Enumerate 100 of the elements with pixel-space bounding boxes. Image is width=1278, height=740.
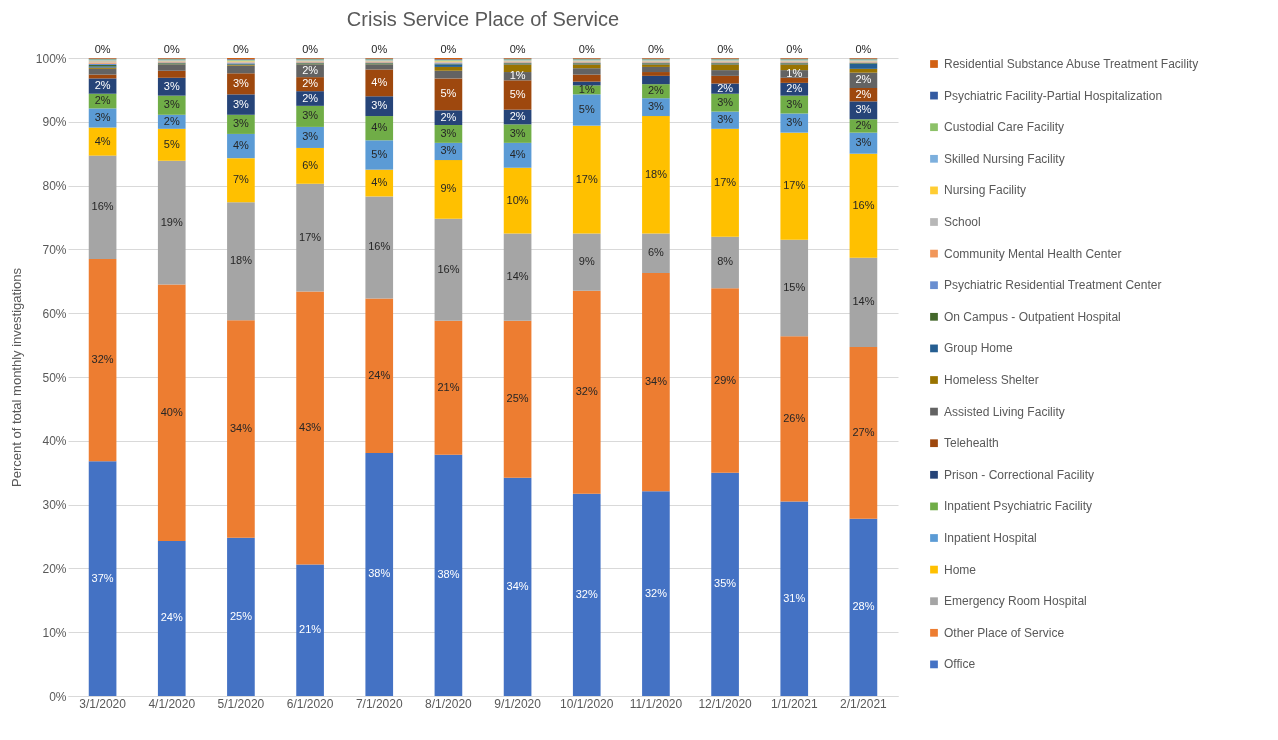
data-label: 40% (160, 405, 183, 418)
data-label: 3% (717, 113, 734, 126)
data-label: 16% (437, 262, 460, 275)
legend-label: School (944, 215, 981, 229)
data-label: 37% (91, 571, 114, 584)
x-tick-label: 3/1/2020 (79, 696, 127, 711)
data-label: 5% (578, 103, 595, 115)
data-label: 2% (440, 110, 457, 123)
data-label: 26% (783, 411, 806, 424)
data-label: 25% (506, 392, 529, 405)
data-label: 31% (783, 591, 806, 604)
data-label: 10% (506, 193, 529, 206)
data-label: 17% (299, 230, 322, 243)
data-label: 4% (509, 148, 526, 161)
data-label: 3% (232, 117, 250, 130)
legend-label: Telehealth (944, 436, 999, 451)
data-label: 3% (163, 79, 180, 92)
data-label: 38% (437, 568, 460, 581)
data-label: 29% (714, 373, 737, 386)
y-axis-title: Percent of total monthly investigations (8, 267, 24, 487)
data-label: 16% (91, 200, 114, 213)
data-label: 2% (94, 94, 111, 107)
data-label: 28% (852, 600, 875, 613)
x-tick-label: 9/1/2020 (494, 696, 542, 711)
chart-title: Crisis Service Place of Service (346, 8, 620, 30)
data-label: 1% (509, 69, 526, 82)
legend-label: Nursing Facility (944, 183, 1027, 198)
data-label: 2% (302, 64, 319, 77)
y-tick-label: 50% (42, 370, 67, 385)
data-label: 4% (232, 139, 250, 152)
data-label: 25% (229, 609, 253, 622)
data-label: 43% (299, 421, 322, 434)
data-label: 3% (94, 110, 111, 123)
y-tick-label: 10% (42, 625, 67, 640)
data-label: 6% (302, 158, 319, 171)
data-label: 0% (786, 43, 803, 55)
data-label: 38% (368, 567, 391, 580)
data-label: 0% (578, 43, 595, 55)
data-label: 2% (302, 77, 319, 90)
legend-label: Psychiatric Facility-Partial Hospitalization (944, 88, 1163, 103)
data-label: 27% (852, 425, 875, 438)
data-label: 0% (717, 43, 734, 55)
data-label: 8% (717, 255, 734, 268)
legend-label: Emergency Room Hospital (944, 594, 1087, 609)
data-label: 0% (232, 43, 250, 55)
data-label: 34% (229, 422, 253, 434)
data-label: 3% (717, 95, 734, 108)
data-label: 0% (440, 43, 457, 55)
data-label: 0% (855, 43, 872, 55)
data-label: 3% (232, 97, 250, 110)
data-label: 3% (302, 130, 319, 143)
legend-label: Custodial Care Facility (944, 120, 1065, 135)
y-tick-label: 90% (42, 115, 67, 130)
data-label: 24% (368, 368, 391, 381)
data-label: 2% (163, 114, 180, 127)
data-label: 3% (786, 116, 803, 129)
data-label: 16% (368, 240, 391, 253)
x-tick-label: 5/1/2020 (217, 696, 265, 711)
data-label: 32% (575, 587, 598, 600)
data-label: 3% (786, 97, 803, 110)
x-tick-label: 2/1/2021 (840, 696, 888, 711)
legend-label: Community Mental Health Center (944, 246, 1122, 261)
data-label: 2% (855, 87, 872, 100)
data-label: 1% (578, 82, 595, 95)
legend-label: Assisted Living Facility (944, 404, 1065, 419)
data-label: 17% (575, 172, 598, 185)
data-label: 5% (509, 88, 526, 100)
data-label: 32% (91, 353, 114, 366)
legend-label: Group Home (944, 341, 1014, 356)
data-label: 34% (644, 375, 668, 388)
y-tick-label: 80% (42, 179, 67, 194)
data-label: 3% (440, 144, 457, 157)
y-tick-label: 30% (42, 498, 67, 513)
data-label: 9% (440, 182, 457, 195)
data-label: 5% (371, 147, 388, 160)
data-label: 3% (440, 126, 457, 139)
x-tick-label: 1/1/2021 (770, 696, 818, 711)
data-label: 4% (371, 75, 388, 88)
y-tick-label: 0% (49, 689, 67, 704)
data-label: 9% (578, 255, 595, 268)
data-label: 21% (299, 623, 322, 636)
y-tick-label: 100% (35, 51, 67, 66)
x-tick-label: 6/1/2020 (286, 696, 334, 711)
x-tick-label: 8/1/2020 (425, 696, 473, 711)
data-label: 18% (644, 167, 668, 180)
data-label: 2% (509, 110, 526, 123)
legend-label: Inpatient Psychiatric Facility (944, 499, 1093, 514)
legend-label: Skilled Nursing Facility (944, 151, 1065, 166)
data-label: 4% (371, 176, 388, 189)
data-label: 7% (232, 173, 250, 186)
data-label: 15% (783, 281, 806, 293)
legend-label: Psychiatric Residential Treatment Center (944, 278, 1162, 293)
y-tick-label: 60% (42, 306, 67, 321)
legend-label: Office (944, 657, 976, 672)
data-label: 3% (302, 109, 319, 122)
data-label: 2% (855, 118, 872, 131)
x-tick-label: 4/1/2020 (148, 696, 196, 711)
legend-label: Residential Substance Abuse Treatment Facility (944, 57, 1199, 71)
data-label: 34% (506, 579, 529, 592)
data-label: 17% (714, 175, 737, 188)
